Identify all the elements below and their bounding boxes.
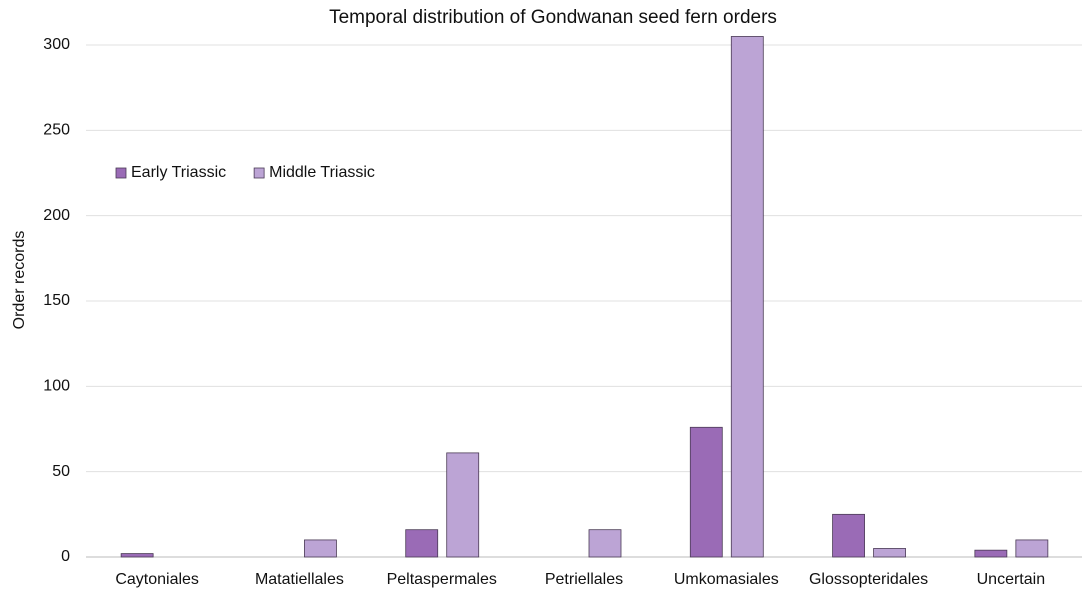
legend-swatch <box>253 167 265 179</box>
y-axis-label: Order records <box>11 231 28 330</box>
bar <box>974 549 1008 558</box>
y-tick-label: 250 <box>43 122 70 139</box>
legend-label: Early Triassic <box>131 164 226 181</box>
x-tick-label: Uncertain <box>977 571 1045 588</box>
y-tick-label: 200 <box>43 207 70 224</box>
bar <box>689 426 723 558</box>
legend-swatch <box>115 167 127 179</box>
bar <box>588 529 622 558</box>
bar <box>832 513 865 558</box>
y-tick-label: 50 <box>52 463 70 480</box>
y-tick-label: 300 <box>43 36 70 53</box>
x-tick-label: Glossopteridales <box>809 571 928 588</box>
bar <box>1015 539 1049 558</box>
bar <box>304 539 337 558</box>
bar <box>405 529 439 558</box>
y-tick-label: 150 <box>43 292 70 309</box>
y-tick-label: 100 <box>43 378 70 395</box>
x-tick-label: Petriellales <box>545 571 623 588</box>
x-tick-label: Matatiellales <box>255 571 344 588</box>
legend-label: Middle Triassic <box>269 164 375 181</box>
x-tick-label: Caytoniales <box>115 571 199 588</box>
bar <box>446 452 480 558</box>
bar <box>873 548 906 558</box>
chart-title: Temporal distribution of Gondwanan seed … <box>329 7 777 28</box>
x-tick-label: Umkomasiales <box>674 571 779 588</box>
x-tick-label: Peltaspermales <box>387 571 497 588</box>
y-tick-label: 0 <box>61 548 70 565</box>
bar <box>120 553 154 558</box>
bar <box>730 36 764 558</box>
